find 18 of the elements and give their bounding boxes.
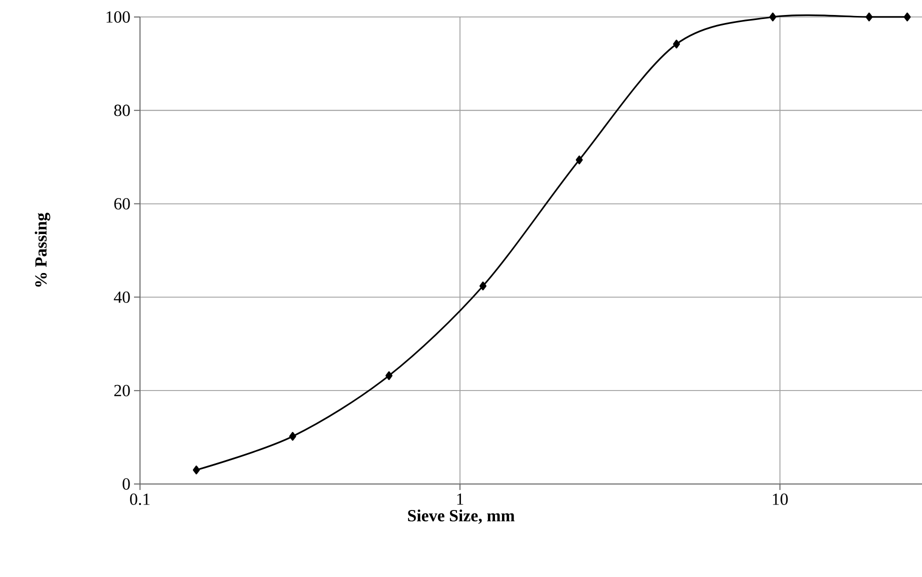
y-tick-label: 60 bbox=[114, 198, 130, 210]
y-tick-label: 20 bbox=[114, 384, 130, 396]
point bbox=[386, 371, 392, 380]
x-tick-label: 1 bbox=[457, 494, 464, 505]
x-tick-label: 0.1 bbox=[130, 494, 150, 505]
y-tick-label: 0 bbox=[122, 478, 130, 490]
point bbox=[289, 432, 296, 441]
y-tick-label: 80 bbox=[114, 104, 130, 116]
x-tick-label: 10 bbox=[772, 494, 788, 505]
point bbox=[576, 156, 583, 164]
point bbox=[672, 40, 680, 48]
point bbox=[866, 12, 873, 22]
y-tick-label: 40 bbox=[114, 291, 130, 303]
x-axis-title: Sieve Size, mm bbox=[408, 510, 515, 524]
y-axis-title: % Passing bbox=[34, 212, 50, 287]
point bbox=[769, 12, 776, 22]
y-tick-label: 100 bbox=[106, 11, 130, 23]
point bbox=[192, 466, 200, 474]
